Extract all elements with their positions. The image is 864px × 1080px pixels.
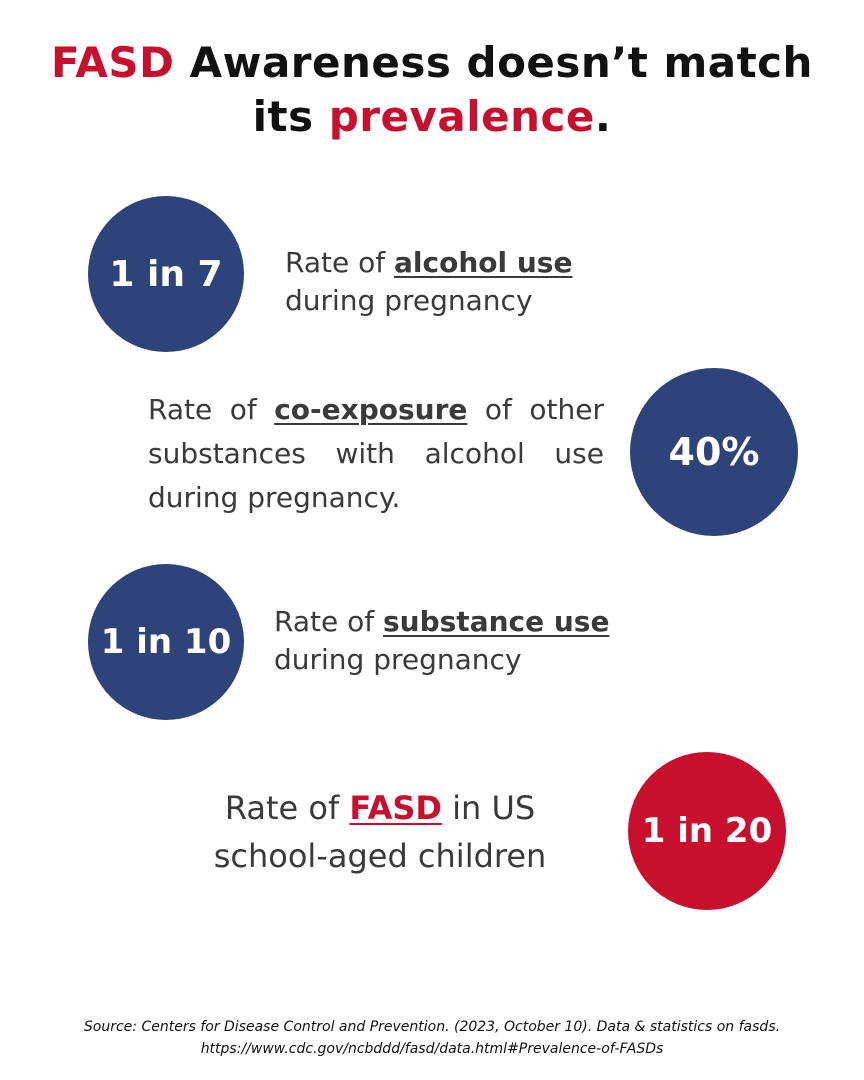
title-fasd-highlight: FASD	[51, 38, 175, 87]
stat-circle-fasd: 1 in 20	[628, 752, 786, 910]
title-line1-rest: Awareness doesn’t match	[174, 38, 813, 87]
stat-circle-substance-use: 1 in 10	[88, 564, 244, 720]
stat-text-before: Rate of	[148, 393, 275, 426]
stat-text-after: during pregnancy	[274, 643, 522, 676]
stat-value: 1 in 20	[641, 811, 773, 851]
stat-value: 40%	[668, 430, 760, 474]
stat-text-before: Rate of	[285, 246, 394, 279]
stat-text-before: Rate of	[224, 789, 350, 827]
title-line2-start: its	[252, 92, 329, 141]
stat-text-before: Rate of	[274, 605, 383, 638]
source-url: https://www.cdc.gov/ncbddd/fasd/data.htm…	[200, 1041, 664, 1057]
stat-text-co-exposure: Rate of co-exposure of other substances …	[148, 388, 604, 520]
stat-circle-co-exposure: 40%	[630, 368, 798, 536]
stat-text-after: school-aged children	[213, 837, 547, 875]
stat-text-after: during pregnancy	[285, 284, 533, 317]
stat-keyword: FASD	[349, 789, 442, 827]
title-line2-end: .	[594, 92, 612, 141]
stat-keyword: co-exposure	[274, 393, 468, 426]
stat-value: 1 in 7	[109, 253, 223, 295]
stat-keyword: alcohol use	[394, 246, 573, 279]
title-line-1: FASD Awareness doesn’t match	[0, 36, 864, 90]
stat-circle-alcohol-use: 1 in 7	[88, 196, 244, 352]
stat-text-fasd: Rate of FASD in US school-aged children	[150, 784, 610, 880]
stat-text-after: of other substances with alcohol use dur…	[148, 393, 604, 514]
source-line-1: Source: Centers for Disease Control and …	[83, 1019, 781, 1035]
stat-text-substance-use: Rate of substance use during pregnancy	[274, 603, 654, 679]
title-prevalence-highlight: prevalence	[328, 92, 595, 141]
title-line-2: its prevalence.	[0, 90, 864, 144]
stat-text-alcohol-use: Rate of alcohol use during pregnancy	[285, 244, 625, 320]
page-title: FASD Awareness doesn’t match its prevale…	[0, 36, 864, 144]
stat-text-mid: in US	[441, 789, 536, 827]
stat-keyword: substance use	[383, 605, 610, 638]
source-citation: Source: Centers for Disease Control and …	[0, 1016, 864, 1060]
stat-value: 1 in 10	[100, 622, 232, 662]
